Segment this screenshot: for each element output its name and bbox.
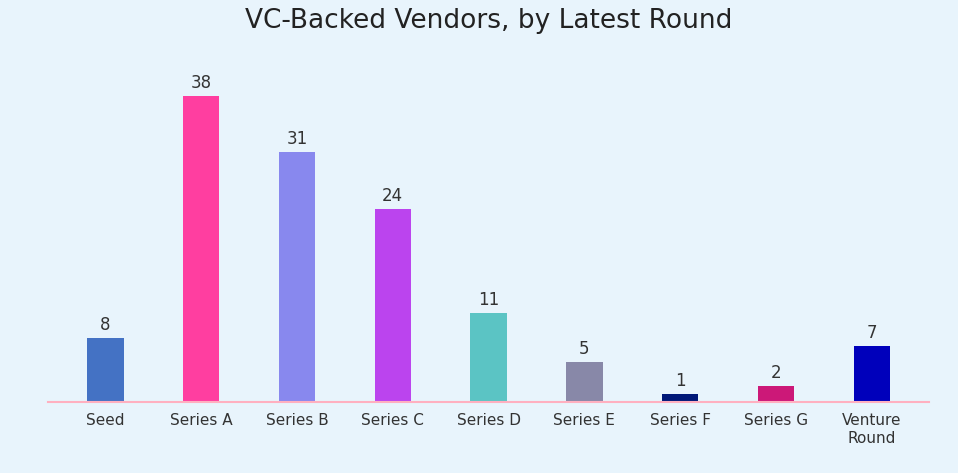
Bar [279,152,315,402]
Bar [854,346,890,402]
Bar [183,96,219,402]
Text: 31: 31 [286,130,308,148]
Bar [758,386,794,402]
Text: 24: 24 [382,186,403,204]
Text: 1: 1 [674,372,686,390]
Text: 11: 11 [478,291,499,309]
Text: 2: 2 [770,364,782,382]
Bar [470,314,507,402]
Text: 38: 38 [191,74,212,92]
Bar [375,209,411,402]
Bar [662,394,698,402]
Text: 8: 8 [101,315,110,333]
Title: VC-Backed Vendors, by Latest Round: VC-Backed Vendors, by Latest Round [245,8,732,34]
Bar [87,338,124,402]
Text: 5: 5 [580,340,589,358]
Bar [566,362,603,402]
Text: 7: 7 [867,324,877,342]
